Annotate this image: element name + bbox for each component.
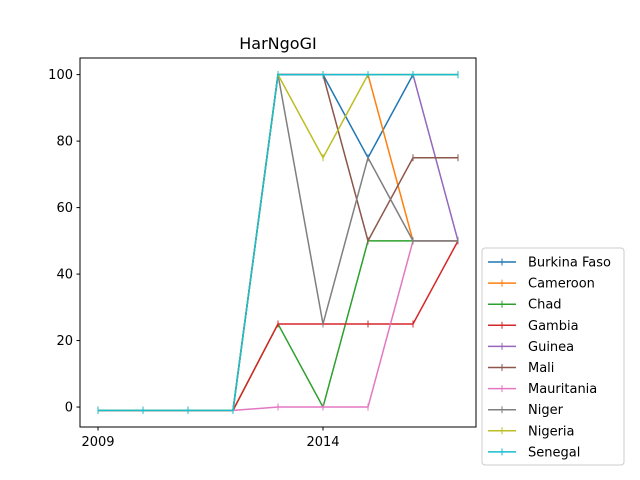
legend-item: Burkina Faso (488, 256, 611, 271)
y-tick-label: 80 (56, 135, 73, 150)
y-tick-label: 0 (65, 401, 73, 416)
legend-label: Nigeria (528, 424, 575, 439)
legend-item: Senegal (488, 445, 580, 460)
legend-item: Cameroon (488, 277, 595, 292)
y-tick-label: 100 (48, 68, 73, 83)
legend-item: Gambia (488, 319, 579, 334)
legend-item: Niger (488, 403, 564, 418)
legend-label: Gambia (528, 319, 579, 334)
legend-label: Cameroon (528, 277, 595, 292)
legend-item: Mali (488, 361, 554, 376)
y-tick-label: 60 (56, 201, 73, 216)
legend-label: Mali (528, 361, 554, 376)
legend-item: Mauritania (488, 382, 597, 397)
legend-item: Chad (488, 298, 562, 313)
legend-label: Niger (528, 403, 564, 418)
legend-item: Guinea (488, 340, 574, 355)
legend-label: Chad (528, 298, 562, 313)
y-tick-label: 40 (56, 268, 73, 283)
chart-title: HarNgoGI (239, 34, 316, 53)
legend-item: Nigeria (488, 424, 575, 439)
x-tick-label: 2014 (306, 435, 339, 450)
legend-label: Burkina Faso (528, 256, 611, 271)
legend-box (481, 247, 625, 466)
legend-label: Guinea (528, 340, 574, 355)
series-senegal (97, 71, 459, 414)
y-tick-label: 20 (56, 334, 73, 349)
legend-label: Mauritania (528, 382, 597, 397)
x-tick-label: 2009 (81, 435, 114, 450)
plot-frame (79, 57, 477, 428)
legend-label: Senegal (528, 445, 580, 460)
